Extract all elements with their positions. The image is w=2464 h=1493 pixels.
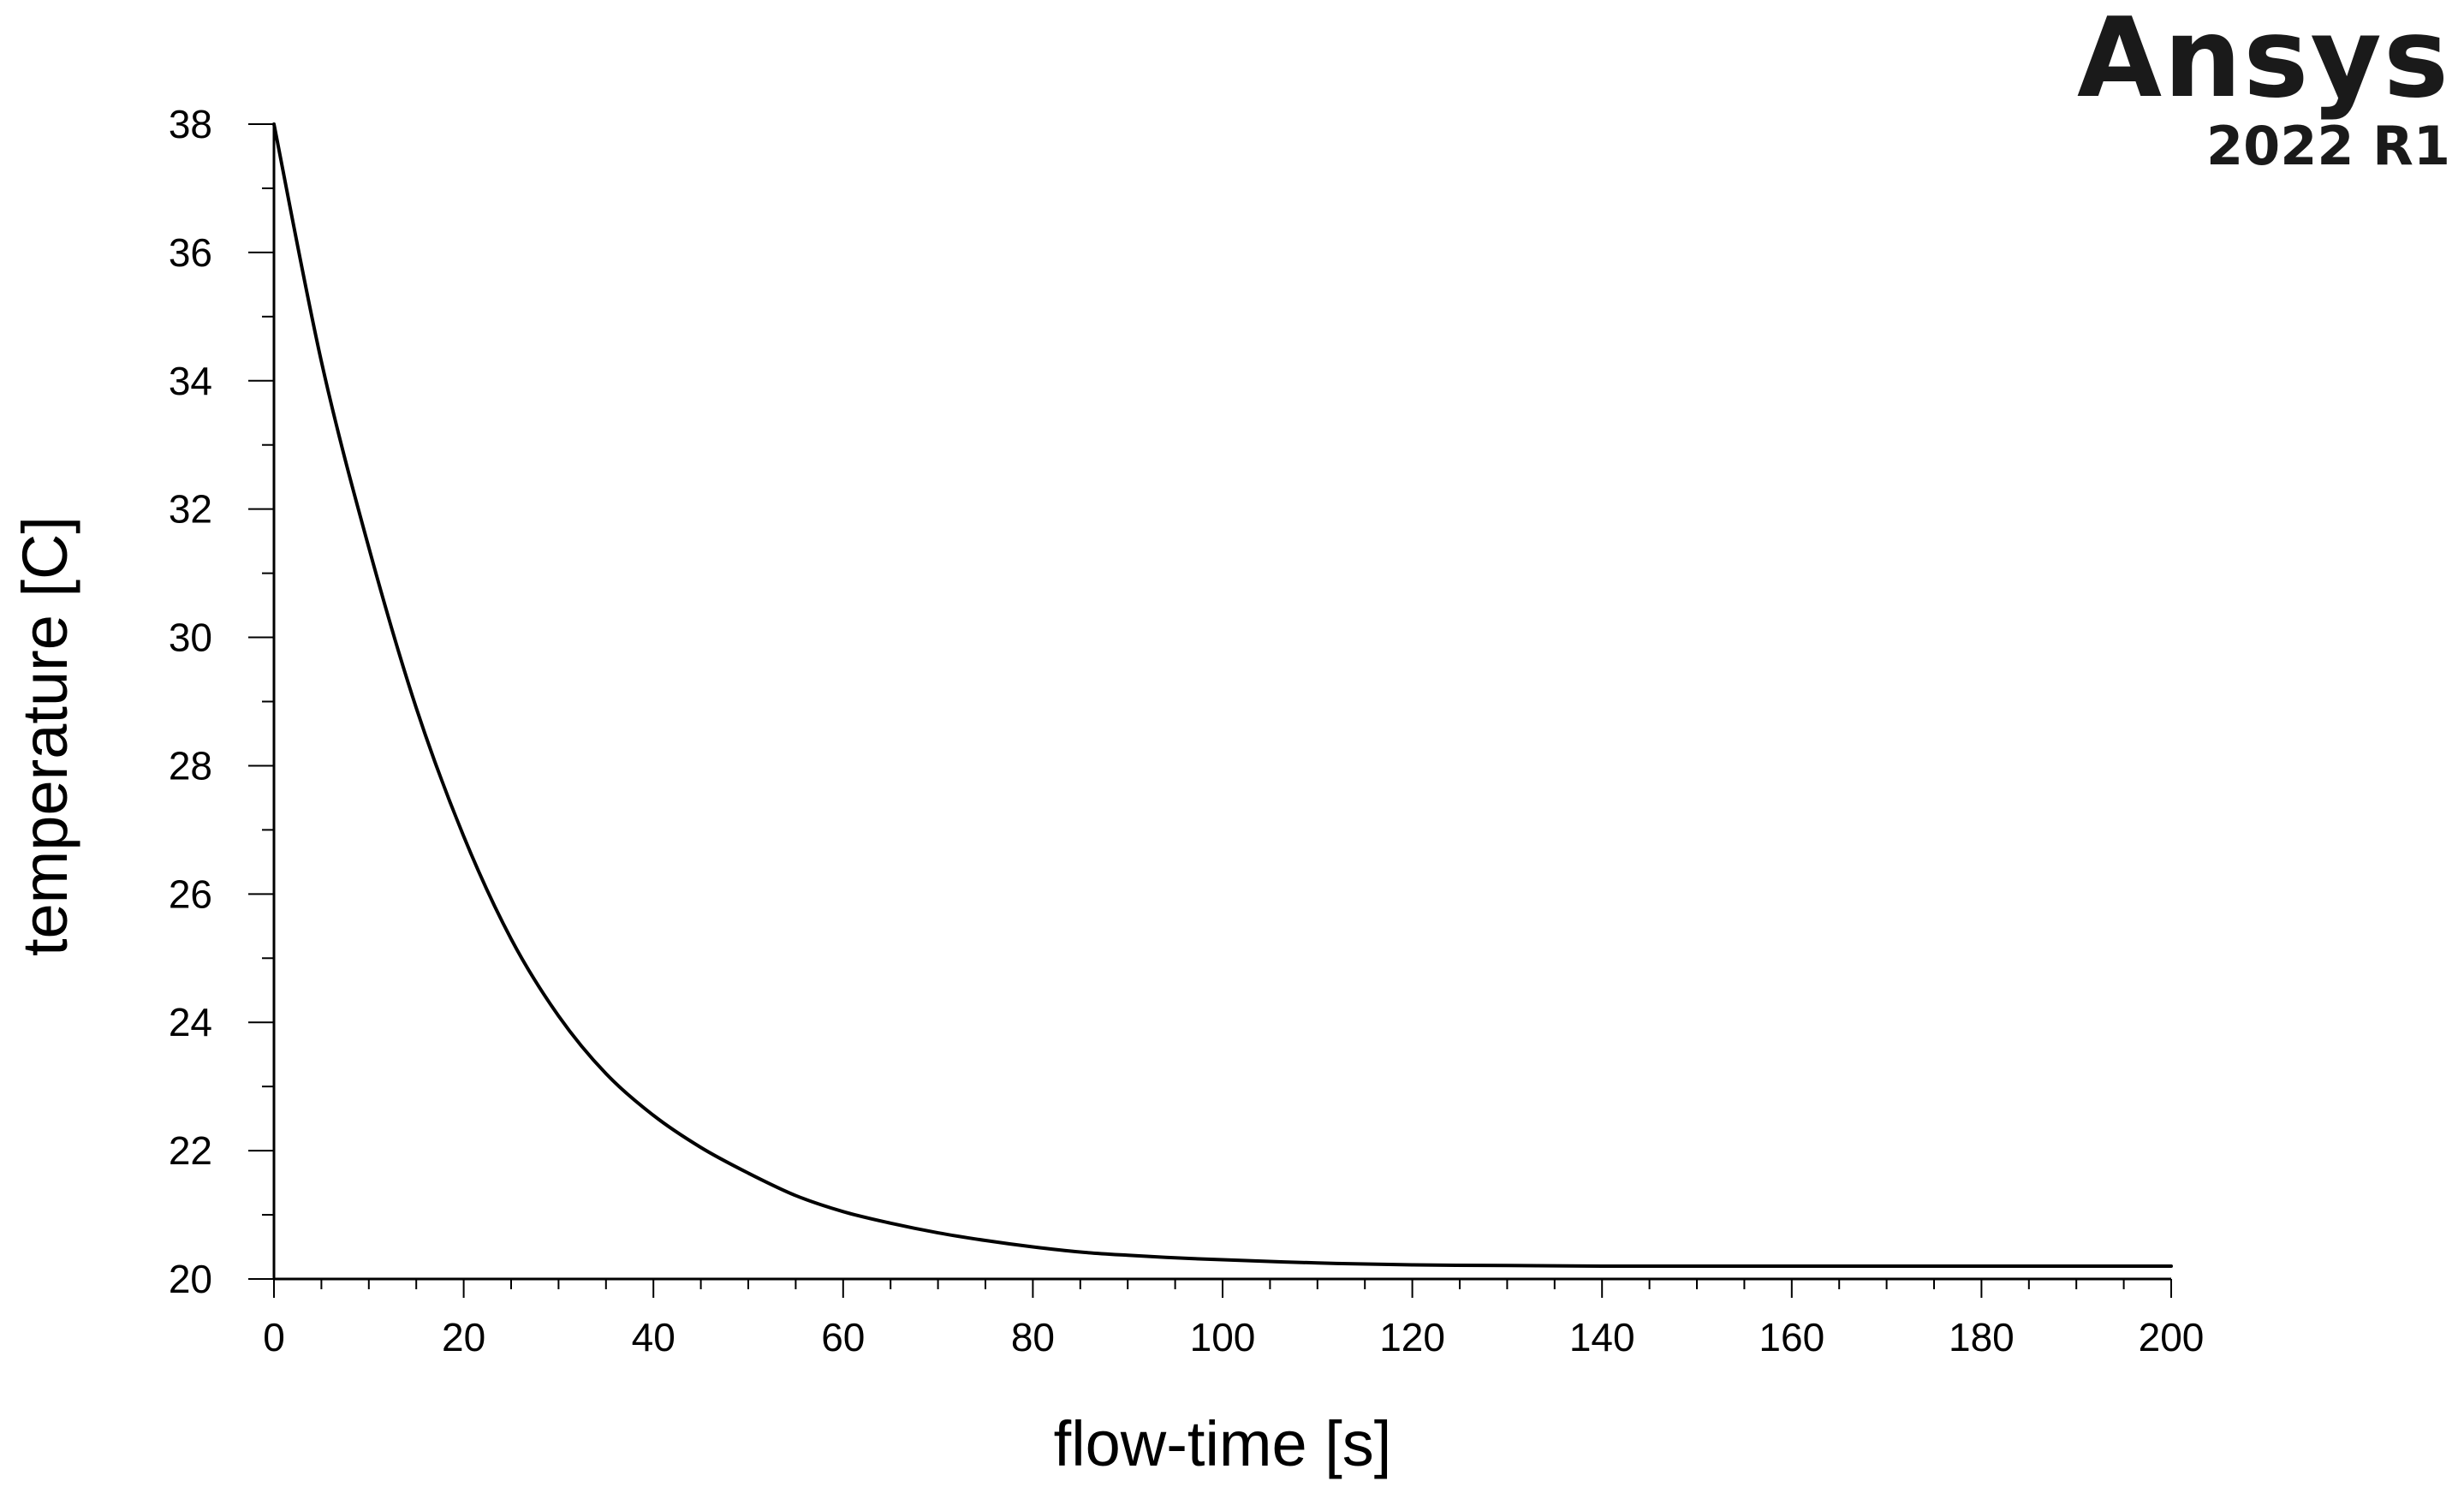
y-tick-label: 32 — [169, 487, 212, 532]
x-tick-label: 200 — [2139, 1315, 2205, 1359]
y-tick-label: 30 — [169, 616, 212, 660]
x-tick-label: 120 — [1379, 1315, 1445, 1359]
y-tick-label: 38 — [169, 102, 212, 146]
y-tick-label: 22 — [169, 1128, 212, 1173]
x-tick-label: 180 — [1949, 1315, 2015, 1359]
x-tick-label: 80 — [1011, 1315, 1055, 1359]
series-layer — [272, 122, 2173, 1269]
x-tick-label: 140 — [1569, 1315, 1635, 1359]
x-axis-title: flow-time [s] — [1054, 1408, 1392, 1479]
x-axis-ticks: 0 20 40 60 80 100 120 140 160 180 200 — [263, 1279, 2204, 1359]
y-tick-label: 36 — [169, 230, 212, 275]
x-tick-label: 60 — [821, 1315, 865, 1359]
x-tick-label: 20 — [442, 1315, 485, 1359]
series-line-0 — [272, 122, 2173, 1269]
y-tick-label: 28 — [169, 743, 212, 788]
y-axis-title: temperature [C] — [9, 516, 80, 956]
logo-version-text: 2022 R1 — [2206, 115, 2450, 177]
y-tick-label: 26 — [169, 871, 212, 916]
x-tick-label: 160 — [1759, 1315, 1824, 1359]
y-tick-label: 24 — [169, 1000, 212, 1044]
logo-brand-text: Ansys — [2077, 0, 2450, 122]
ansys-logo: Ansys 2022 R1 — [2077, 0, 2450, 177]
x-tick-label: 100 — [1190, 1315, 1256, 1359]
x-tick-label: 40 — [632, 1315, 676, 1359]
y-axis-ticks: 20 22 24 26 28 30 32 34 36 38 — [169, 102, 274, 1301]
x-tick-label: 0 — [263, 1315, 285, 1359]
y-tick-label: 20 — [169, 1257, 212, 1301]
y-tick-label: 34 — [169, 359, 212, 403]
